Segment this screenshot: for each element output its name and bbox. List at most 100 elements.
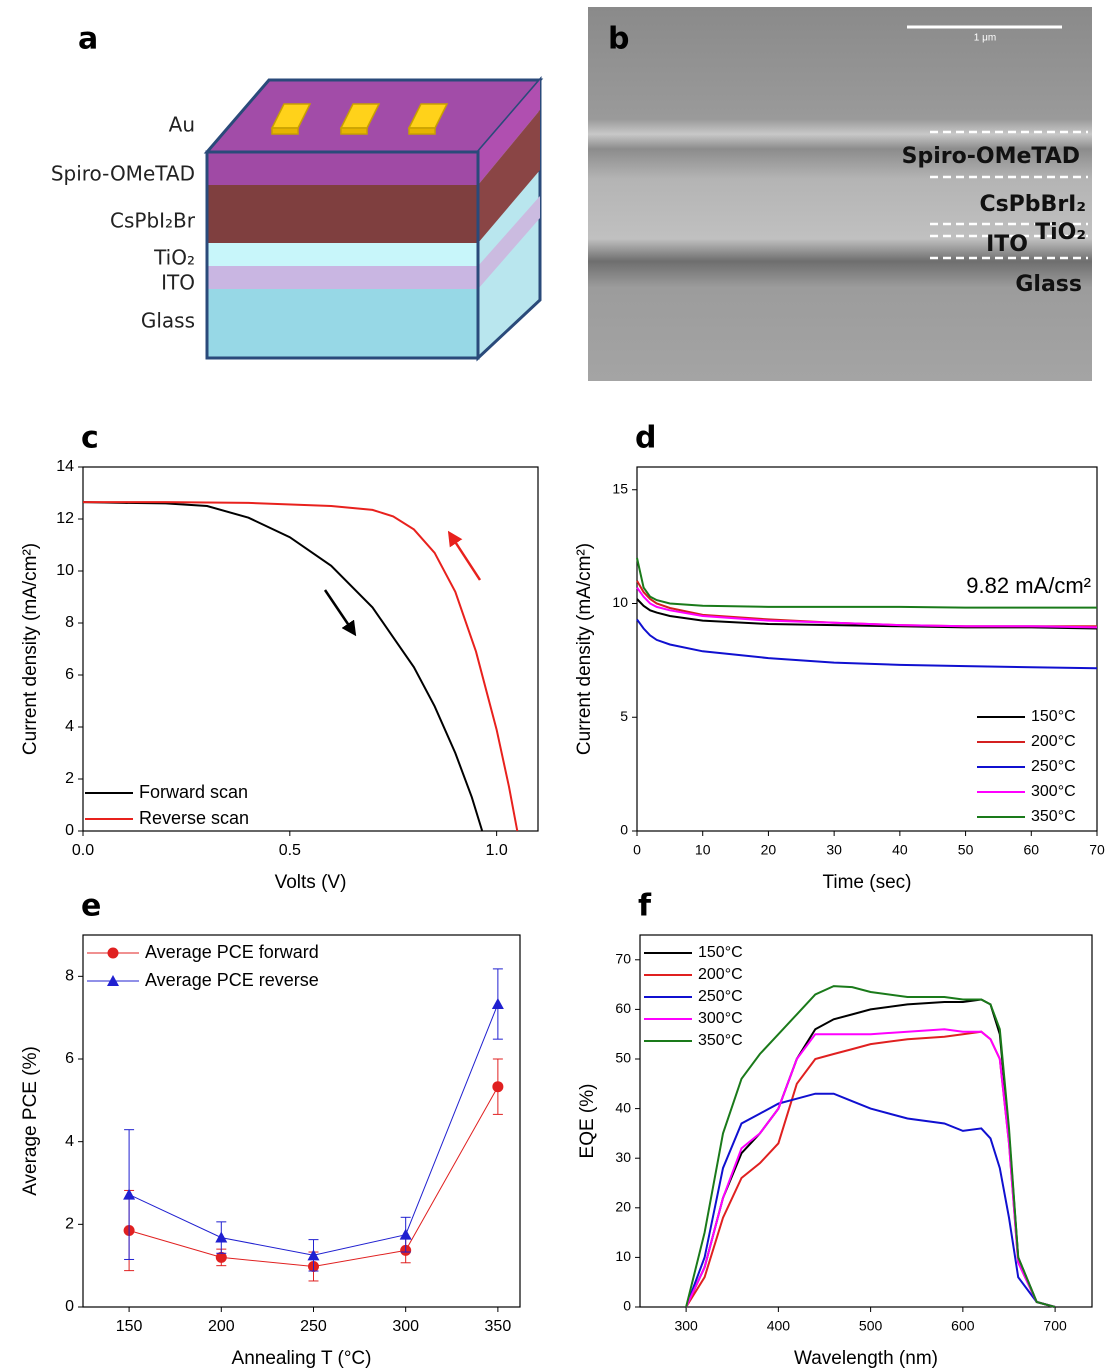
y-tick-label: 40 bbox=[615, 1099, 631, 1115]
x-axis-label: Wavelength (nm) bbox=[794, 1348, 938, 1369]
y-tick-label: 6 bbox=[65, 1050, 74, 1067]
x-tick-label: 500 bbox=[859, 1318, 883, 1334]
layer-label: Spiro-OMeTAD bbox=[902, 144, 1080, 169]
series-line bbox=[128, 1003, 499, 1256]
x-tick-label: 60 bbox=[1023, 842, 1039, 858]
panel-label: e bbox=[81, 889, 101, 924]
y-tick-label: 4 bbox=[65, 718, 74, 735]
y-tick-label: 6 bbox=[65, 666, 74, 683]
legend-label: Forward scan bbox=[139, 782, 248, 802]
device-diagram: a Au Spiro-OMeTAD CsPbI₂Br TiO₂ ITO Glas… bbox=[51, 22, 544, 362]
y-axis-label: EQE (%) bbox=[577, 1084, 598, 1159]
x-axis-label: Annealing T (°C) bbox=[232, 1348, 372, 1369]
y-tick-label: 0 bbox=[65, 822, 74, 839]
scan-arrow bbox=[323, 589, 357, 637]
y-tick-label: 14 bbox=[56, 458, 74, 475]
panel-label: f bbox=[638, 889, 652, 924]
marker bbox=[123, 1188, 136, 1200]
panel-label: b bbox=[608, 22, 629, 57]
y-tick-label: 5 bbox=[620, 708, 628, 724]
layer bbox=[207, 266, 478, 289]
y-axis-label: Average PCE (%) bbox=[20, 1046, 41, 1196]
y-tick-label: 50 bbox=[615, 1050, 631, 1066]
legend-label: 250°C bbox=[698, 988, 743, 1005]
legend-label: 250°C bbox=[1031, 758, 1076, 775]
x-tick-label: 150 bbox=[116, 1318, 143, 1335]
layer-label: ITO bbox=[986, 232, 1028, 257]
interface-lines bbox=[930, 130, 1088, 260]
y-tick-label: 10 bbox=[615, 1248, 631, 1264]
x-tick-label: 400 bbox=[767, 1318, 791, 1334]
layer-label: CsPbBrI₂ bbox=[979, 192, 1086, 217]
series-line bbox=[636, 587, 1098, 629]
series-line bbox=[83, 501, 519, 832]
y-tick-label: 0 bbox=[620, 822, 628, 838]
x-tick-label: 40 bbox=[892, 842, 908, 858]
y-tick-label: 4 bbox=[65, 1133, 74, 1150]
y-tick-label: 10 bbox=[56, 562, 74, 579]
y-tick-label: 12 bbox=[56, 510, 74, 527]
series-line bbox=[685, 1092, 1056, 1308]
y-tick-label: 0 bbox=[623, 1298, 631, 1314]
series-line bbox=[82, 501, 484, 832]
legend-label: 150°C bbox=[1031, 708, 1076, 725]
y-axis-label: Current density (mA/cm²) bbox=[574, 543, 595, 755]
legend-label: 150°C bbox=[698, 944, 743, 961]
marker bbox=[492, 1081, 504, 1093]
micrograph: b 1 μm Spiro-OMeTAD CsPbBrI₂ TiO₂ ITO Gl… bbox=[588, 7, 1092, 381]
y-tick-label: 60 bbox=[615, 1000, 631, 1016]
marker bbox=[107, 947, 119, 959]
series-line bbox=[685, 1028, 1056, 1308]
y-tick-label: 8 bbox=[65, 614, 74, 631]
layer bbox=[207, 289, 478, 358]
annotation: 9.82 mA/cm² bbox=[966, 573, 1091, 598]
y-tick-label: 30 bbox=[615, 1149, 631, 1165]
legend-label: 350°C bbox=[698, 1032, 743, 1049]
layer-label: TiO₂ bbox=[1035, 220, 1086, 245]
series-line bbox=[636, 557, 1097, 609]
legend-label: 200°C bbox=[698, 966, 743, 983]
x-tick-label: 0.5 bbox=[279, 842, 301, 859]
plot-frame bbox=[82, 466, 539, 832]
marker bbox=[491, 998, 504, 1010]
plot-frame bbox=[636, 466, 1098, 832]
panel-label: a bbox=[78, 22, 98, 57]
marker bbox=[215, 1231, 228, 1243]
layer-label: Glass bbox=[141, 309, 195, 333]
sem-image bbox=[588, 7, 1092, 381]
legend-label: Average PCE reverse bbox=[145, 970, 319, 990]
y-tick-label: 0 bbox=[65, 1298, 74, 1315]
x-tick-label: 50 bbox=[958, 842, 974, 858]
x-tick-label: 300 bbox=[392, 1318, 419, 1335]
layer-label: ITO bbox=[161, 271, 195, 295]
series-line bbox=[685, 985, 1056, 1308]
y-tick-label: 20 bbox=[615, 1199, 631, 1215]
x-tick-label: 20 bbox=[761, 842, 777, 858]
layer-label: Au bbox=[169, 113, 195, 137]
legend-label: 200°C bbox=[1031, 733, 1076, 750]
legend-label: 300°C bbox=[698, 1010, 743, 1027]
plot-frame bbox=[82, 934, 521, 1308]
legend-label: Average PCE forward bbox=[145, 942, 319, 962]
layer-label: TiO₂ bbox=[153, 246, 195, 270]
gold-contacts bbox=[270, 103, 449, 135]
plot-frame bbox=[639, 934, 1093, 1308]
x-tick-label: 700 bbox=[1043, 1318, 1067, 1334]
panel-label: d bbox=[635, 421, 656, 456]
marker bbox=[107, 975, 119, 986]
scale-bar-label: 1 μm bbox=[974, 33, 996, 44]
layer bbox=[207, 243, 478, 266]
x-axis-label: Time (sec) bbox=[822, 872, 911, 893]
layer bbox=[207, 152, 478, 185]
series-line bbox=[636, 618, 1098, 670]
y-tick-label: 8 bbox=[65, 968, 74, 985]
layer-label: Glass bbox=[1015, 272, 1082, 297]
y-tick-label: 2 bbox=[65, 770, 74, 787]
layer-label: Spiro-OMeTAD bbox=[51, 162, 195, 186]
marker bbox=[307, 1249, 320, 1261]
panel-label: c bbox=[81, 421, 99, 456]
x-axis-label: Volts (V) bbox=[275, 872, 347, 893]
layer bbox=[207, 185, 478, 243]
